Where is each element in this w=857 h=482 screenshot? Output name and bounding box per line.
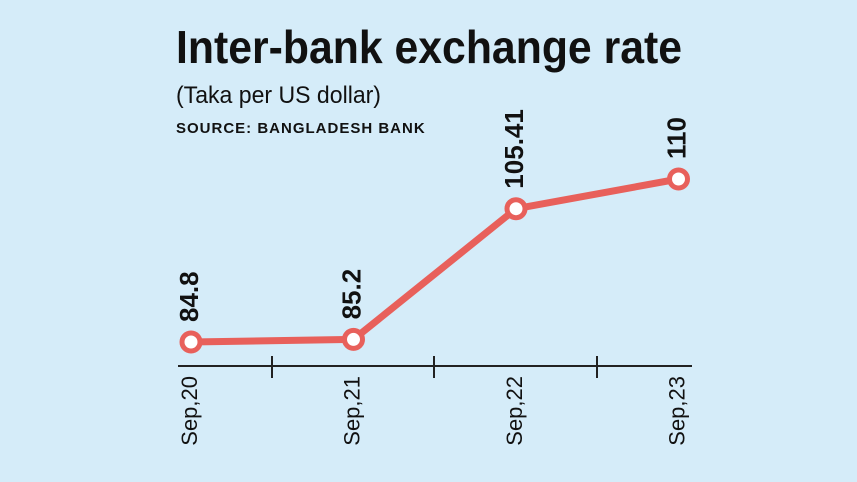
line	[190, 175, 680, 346]
data-label: 105.41	[499, 109, 529, 189]
x-tick-label: Sep,23	[664, 376, 689, 446]
marker	[342, 327, 365, 351]
source: SOURCE: BANGLADESH BANK	[176, 120, 426, 137]
marker	[504, 197, 528, 221]
chart-subtitle: (Taka per US dollar)	[176, 82, 381, 109]
x-axis	[178, 356, 692, 378]
data-label: 110	[661, 117, 691, 159]
data-label: 84.8	[174, 271, 204, 322]
chart-title: Inter-bank exchange rate	[176, 21, 682, 73]
marker	[179, 330, 203, 354]
data-label: 85.2	[336, 269, 366, 320]
x-tick-label: Sep,22	[502, 376, 527, 446]
x-tick-label: Sep,20	[177, 376, 202, 446]
marker	[667, 167, 690, 191]
x-tick-label: Sep,21	[339, 376, 364, 446]
